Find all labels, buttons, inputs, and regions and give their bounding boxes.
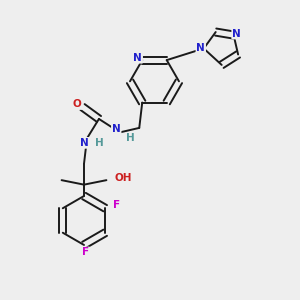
Text: OH: OH (115, 173, 132, 183)
Text: N: N (80, 138, 88, 148)
Text: F: F (82, 248, 89, 257)
Text: O: O (73, 99, 82, 109)
Text: H: H (126, 134, 135, 143)
Text: N: N (112, 124, 121, 134)
Text: N: N (134, 53, 142, 63)
Text: H: H (94, 138, 103, 148)
Text: N: N (196, 44, 205, 53)
Text: N: N (232, 28, 241, 38)
Text: F: F (113, 200, 120, 210)
